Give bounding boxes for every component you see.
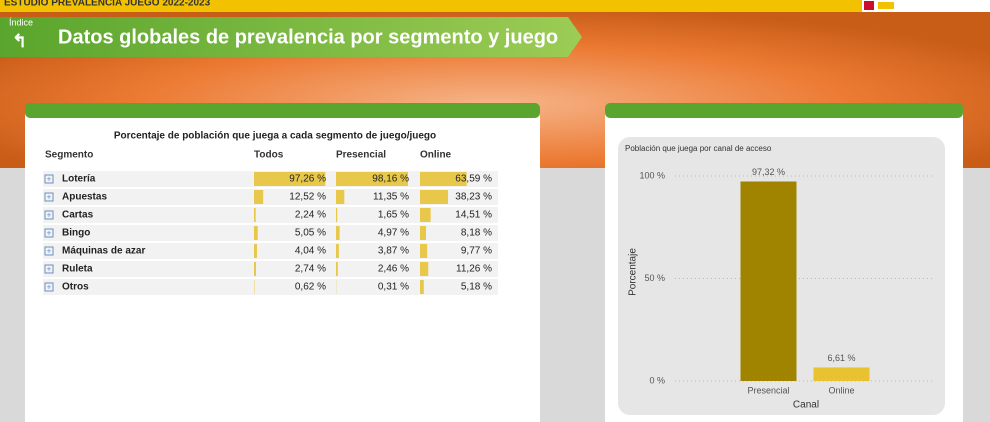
- cell-value: 14,51 %: [455, 210, 492, 221]
- top-bar: [0, 0, 990, 12]
- row-name: Apuestas: [62, 192, 107, 203]
- column-header: Segmento: [45, 150, 93, 161]
- title-banner: [0, 17, 582, 57]
- row-name: Cartas: [62, 210, 94, 221]
- expand-icon[interactable]: [44, 174, 54, 184]
- row-background: [43, 207, 498, 223]
- cell-value: 3,87 %: [378, 246, 409, 257]
- data-bar: [336, 244, 339, 258]
- expand-icon-plus[interactable]: +: [47, 175, 52, 184]
- y-tick-label: 0 %: [649, 375, 665, 385]
- expand-icon-plus[interactable]: +: [47, 211, 52, 220]
- cell-value: 2,74 %: [295, 264, 326, 275]
- cell-value: 2,24 %: [295, 210, 326, 221]
- x-tick-label: Online: [828, 385, 854, 395]
- cell-value: 2,46 %: [378, 264, 409, 275]
- expand-icon[interactable]: [44, 246, 54, 256]
- data-bar: [254, 262, 257, 276]
- app-title: ESTUDIO PREVALENCIA JUEGO 2022-2023: [4, 0, 211, 9]
- data-bar: [254, 244, 257, 258]
- cell-value: 98,16 %: [372, 174, 409, 185]
- y-axis-label: Porcentaje: [628, 248, 639, 296]
- data-bar: [420, 244, 428, 258]
- cell-value: 9,77 %: [461, 246, 492, 257]
- data-bar: [420, 208, 431, 222]
- data-bar: [254, 172, 326, 186]
- chart-title: Población que juega por canal de acceso: [625, 144, 772, 153]
- column-header: Online: [420, 150, 452, 161]
- data-bar: [420, 190, 449, 204]
- column-header: Todos: [254, 150, 284, 161]
- data-label: 6,61 %: [827, 353, 855, 363]
- expand-icon-plus[interactable]: +: [47, 247, 52, 256]
- y-tick-label: 50 %: [644, 273, 665, 283]
- row-name: Lotería: [62, 174, 96, 185]
- data-bar: [420, 172, 467, 186]
- cell-value: 5,18 %: [461, 282, 492, 293]
- page-title: Datos globales de prevalencia por segmen…: [58, 26, 558, 48]
- card-header: [25, 103, 540, 118]
- cell-value: 1,65 %: [378, 210, 409, 221]
- back-label[interactable]: Índice: [9, 17, 33, 27]
- expand-icon[interactable]: [44, 192, 54, 202]
- data-bar: [254, 208, 256, 222]
- expand-icon[interactable]: [44, 282, 54, 292]
- row-background: [43, 243, 498, 259]
- data-bar: [336, 226, 340, 240]
- expand-icon[interactable]: [44, 210, 54, 220]
- expand-icon-plus[interactable]: +: [47, 193, 52, 202]
- cell-value: 63,59 %: [455, 174, 492, 185]
- expand-icon-plus[interactable]: +: [47, 229, 52, 238]
- row-name: Bingo: [62, 228, 90, 239]
- logo: [878, 2, 894, 9]
- back-icon[interactable]: ↰: [12, 31, 27, 51]
- data-bar: [336, 262, 338, 276]
- x-tick-label: Presencial: [747, 385, 789, 395]
- expand-icon-plus[interactable]: +: [47, 265, 52, 274]
- row-name: Otros: [62, 282, 89, 293]
- row-background: [43, 279, 498, 295]
- data-bar: [420, 280, 424, 294]
- cell-value: 12,52 %: [289, 192, 326, 203]
- cell-value: 11,26 %: [456, 264, 492, 275]
- data-bar: [336, 190, 345, 204]
- cell-value: 5,05 %: [295, 228, 326, 239]
- cell-value: 0,62 %: [295, 282, 326, 293]
- data-bar: [336, 208, 338, 222]
- row-background: [43, 189, 498, 205]
- cell-value: 0,31 %: [378, 282, 409, 293]
- card-header: [605, 103, 963, 118]
- expand-icon[interactable]: [44, 228, 54, 238]
- logo: [864, 1, 874, 10]
- row-background: [43, 261, 498, 277]
- cell-value: 4,04 %: [295, 246, 326, 257]
- row-name: Ruleta: [62, 264, 93, 275]
- y-tick-label: 100 %: [639, 170, 665, 180]
- table-title: Porcentaje de población que juega a cada…: [114, 131, 436, 142]
- cell-value: 4,97 %: [378, 228, 409, 239]
- bar: [813, 367, 870, 381]
- cell-value: 11,35 %: [373, 192, 409, 203]
- data-label: 97,32 %: [752, 167, 785, 177]
- cell-value: 8,18 %: [461, 228, 492, 239]
- expand-icon-plus[interactable]: +: [47, 283, 52, 292]
- expand-icon[interactable]: [44, 264, 54, 274]
- data-bar: [420, 226, 426, 240]
- row-background: [43, 225, 498, 241]
- column-header: Presencial: [336, 150, 386, 161]
- data-bar: [254, 226, 258, 240]
- cell-value: 38,23 %: [455, 192, 492, 203]
- data-bar: [336, 172, 408, 186]
- row-name: Máquinas de azar: [62, 246, 145, 257]
- cell-value: 97,26 %: [289, 174, 326, 185]
- x-axis-label: Canal: [793, 400, 819, 411]
- data-bar: [420, 262, 429, 276]
- data-bar: [254, 190, 264, 204]
- bar: [740, 181, 797, 381]
